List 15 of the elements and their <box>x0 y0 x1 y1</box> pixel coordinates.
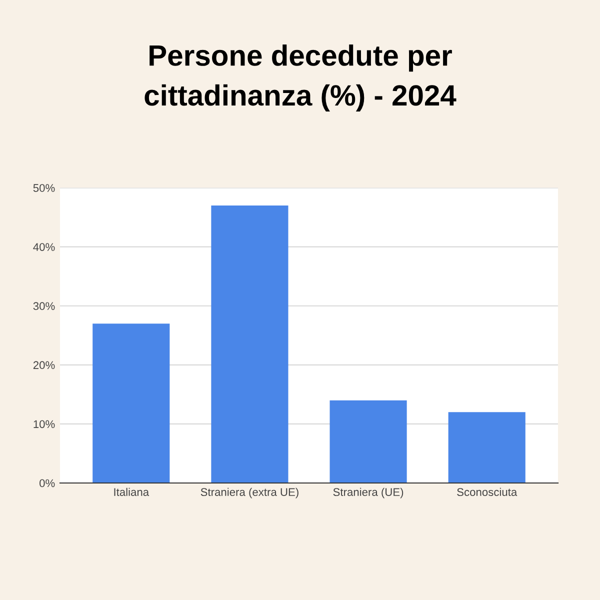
x-tick-label: Straniera (UE) <box>333 488 404 498</box>
x-tick-label: Sconosciuta <box>457 488 518 496</box>
y-tick-label: 40% <box>33 243 55 251</box>
x-tick-label: Straniera (extra UE) <box>200 488 298 498</box>
bar <box>448 412 526 483</box>
y-tick-label: 20% <box>33 361 55 370</box>
y-tick-label: 50% <box>33 184 55 192</box>
x-tick-label: Italiana <box>114 488 150 496</box>
bar <box>330 400 407 483</box>
y-tick-label: 0% <box>40 479 55 488</box>
bar <box>92 324 170 483</box>
chart-title: Persone decedute per cittadinanza (%) - 2024 <box>144 44 456 112</box>
y-tick-label: 30% <box>33 302 55 310</box>
bar <box>211 206 288 483</box>
y-tick-label: 10% <box>34 420 55 428</box>
